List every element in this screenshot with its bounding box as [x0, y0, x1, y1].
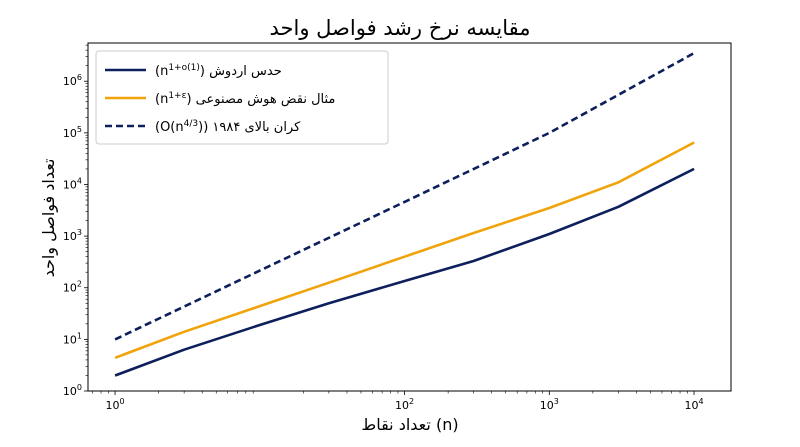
x-tick-label: 104 — [685, 397, 704, 412]
x-tick-label: 103 — [540, 397, 559, 412]
y-tick-label: 106 — [63, 73, 82, 88]
x-axis-label: تعداد نقاط (n) — [361, 415, 458, 434]
plot-area — [114, 51, 695, 377]
y-tick-label: 100 — [63, 383, 82, 398]
series-line-3 — [114, 51, 695, 341]
series-line-2 — [114, 141, 695, 360]
legend-label-3: کران بالای ۱۹۸۴ (O(n4/3)) — [155, 119, 301, 135]
y-axis-label: تعداد فواصل واحد — [39, 159, 59, 278]
axis-ticks: 100 102 103 104 100 101 102 103 104 105 106 — [63, 44, 704, 412]
series-line-1 — [114, 167, 695, 377]
legend-box — [95, 50, 389, 145]
plot-frame — [87, 42, 732, 392]
y-tick-label: 102 — [63, 280, 82, 295]
chart-title: مقایسه نرخ رشد فواصل واحد — [270, 16, 531, 40]
y-tick-label: 101 — [63, 331, 82, 346]
x-tick-label: 102 — [395, 397, 414, 412]
x-tick-label: 100 — [106, 397, 125, 412]
legend-label-2: مثال نقض هوش مصنوعی (n1+ε) — [155, 91, 335, 107]
y-tick-label: 103 — [63, 228, 82, 243]
y-tick-label: 104 — [63, 176, 82, 191]
legend: حدس اردوش (n1+o(1))مثال نقض هوش مصنوعی (… — [95, 50, 389, 145]
y-tick-label: 105 — [63, 125, 82, 140]
